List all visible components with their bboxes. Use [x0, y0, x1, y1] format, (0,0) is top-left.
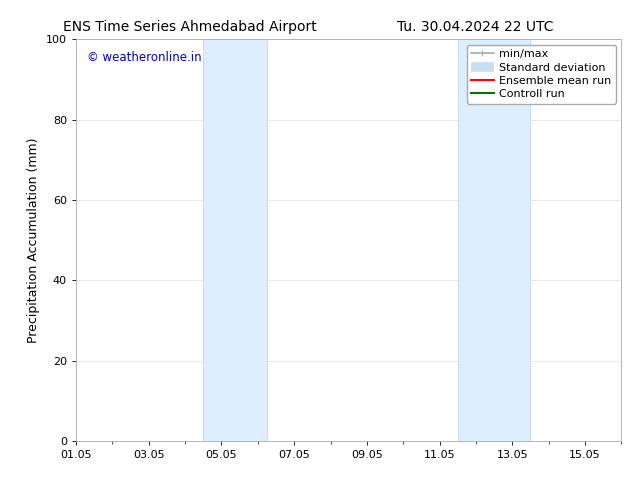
Legend: min/max, Standard deviation, Ensemble mean run, Controll run: min/max, Standard deviation, Ensemble me…	[467, 45, 616, 104]
Text: © weatheronline.in: © weatheronline.in	[87, 51, 202, 64]
Text: Tu. 30.04.2024 22 UTC: Tu. 30.04.2024 22 UTC	[398, 20, 553, 34]
Y-axis label: Precipitation Accumulation (mm): Precipitation Accumulation (mm)	[27, 137, 41, 343]
Bar	[458, 39, 531, 441]
Bar	[204, 39, 267, 441]
Text: ENS Time Series Ahmedabad Airport: ENS Time Series Ahmedabad Airport	[63, 20, 317, 34]
